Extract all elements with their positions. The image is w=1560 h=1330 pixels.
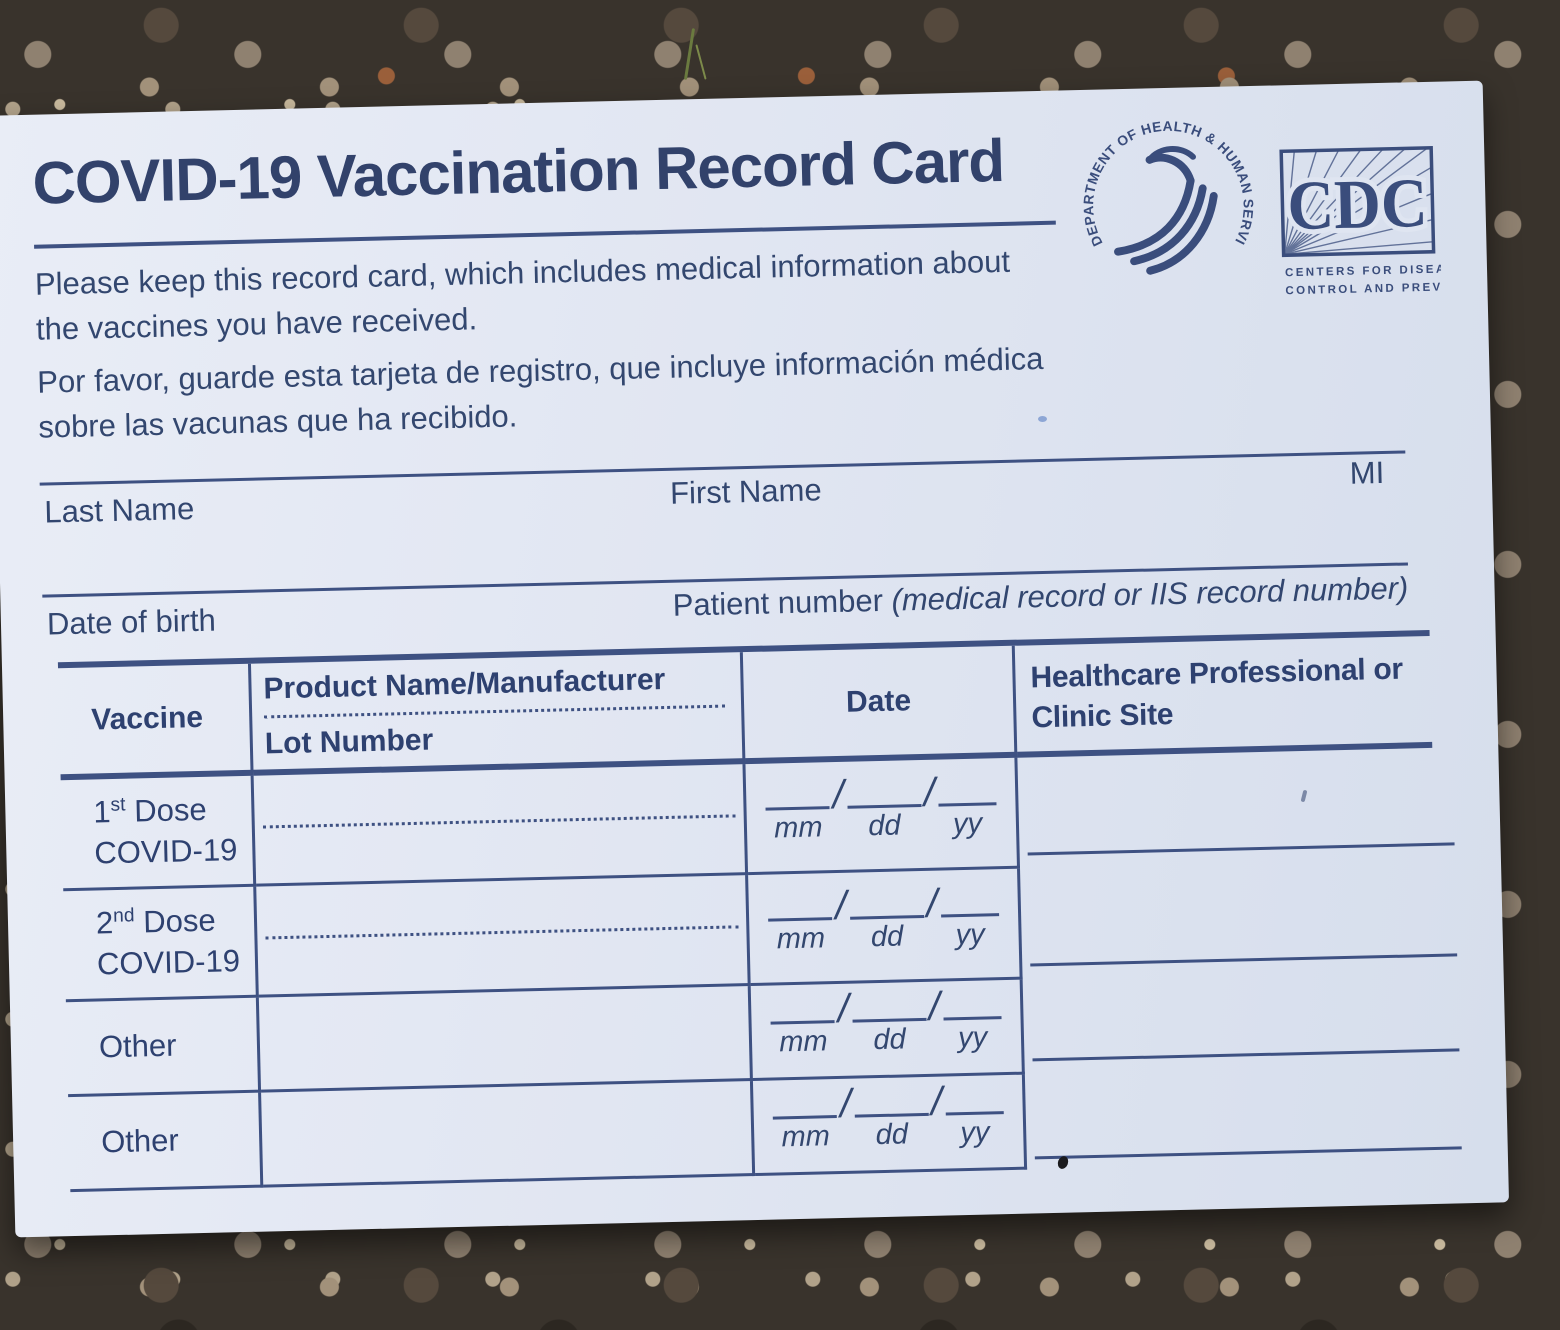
dd-label: dd [872,1022,906,1056]
dose-vaccine-name: COVID-19 [93,832,238,871]
photo-speck [1038,416,1047,422]
header-lot-number: Lot Number [264,722,434,760]
date-cell: mm / dd / yy [748,868,1023,987]
date-cell: mm / dd / yy [752,1074,1028,1176]
date-field: mm / dd / yy [770,984,1002,1059]
yy-label: yy [959,1115,990,1149]
hhs-seal-logo: DEPARTMENT OF HEALTH & HUMAN SERVICES • … [1067,100,1258,275]
last-name-label: Last Name [43,491,195,530]
dd-label: dd [875,1117,909,1151]
date-of-birth-label: Date of birth [46,602,217,642]
first-name-label: First Name [669,472,823,511]
header-product: Product Name/Manufacturer Lot Number [250,652,746,776]
dd-label: dd [867,808,901,842]
hhs-eagle-icon [1114,146,1218,275]
date-cell: mm / dd / yy [745,757,1021,876]
product-dotted-line [265,924,739,940]
date-blank-mm [765,780,830,811]
date-slash: / [832,772,845,817]
dose-number: Other [100,1122,180,1159]
mm-label: mm [773,810,823,844]
header-site: Healthcare Professional or Clinic Site [1014,635,1433,758]
yy-label: yy [952,807,983,840]
dose-number: 1 [93,794,112,830]
middle-initial-label: MI [1349,454,1385,491]
site-cell [1020,859,1458,980]
patient-number-hint: (medical record or IIS record number) [891,570,1409,618]
patient-number-text: Patient number [672,582,892,623]
date-blank-dd [851,992,927,1023]
mm-label: mm [781,1119,831,1153]
dose-ordinal: nd [112,905,135,927]
date-slash: / [925,881,938,926]
date-blank-yy [942,990,1002,1021]
dose-number: 2 [95,905,114,941]
mm-label: mm [776,921,826,955]
date-slash: / [928,984,941,1029]
date-slash: / [834,883,847,928]
product-dotted-line [262,814,736,829]
yy-label: yy [955,918,986,951]
vaccine-cell: 1st Dose COVID-19 [60,775,257,892]
date-blank-dd [848,889,924,920]
date-cell: mm / dd / yy [750,979,1025,1082]
cdc-acronym: CDC [1287,165,1429,245]
site-signature-line [1027,842,1455,856]
product-cell [256,875,751,998]
date-blank-dd [853,1087,929,1118]
product-cell [253,764,749,887]
date-slash: / [923,770,936,815]
dose-number: Other [98,1027,177,1064]
card-title: COVID-19 Vaccination Record Card [31,126,1005,217]
date-field: mm / dd / yy [765,770,997,845]
vaccine-cell: 2nd Dose COVID-19 [63,886,259,1003]
dose-ordinal: st [110,794,126,816]
date-blank-yy [937,776,997,807]
cdc-box [1279,145,1436,258]
header-product-name: Product Name/Manufacturer [263,662,666,705]
vaccine-cell: Other [68,1092,264,1193]
date-blank-mm [767,891,833,922]
header-dotted-divider [264,704,726,718]
date-blank-dd [846,778,922,809]
date-slash: / [930,1079,943,1124]
note-english: Please keep this record card, which incl… [34,243,1011,347]
note-spanish: Por favor, guarde esta tarjeta de regist… [36,340,1044,445]
date-slash: / [839,1081,852,1126]
site-cell [1025,1065,1462,1170]
date-blank-yy [940,887,999,918]
vaccination-record-card: COVID-19 Vaccination Record Card Please … [0,80,1510,1238]
cdc-caption-line1: CENTERS FOR DISEASE [1285,263,1442,279]
site-cell [1023,970,1460,1075]
dd-label: dd [870,919,904,953]
header-date: Date [742,645,1018,765]
product-cell [258,986,753,1093]
grass-sprig [695,44,707,80]
date-field: mm / dd / yy [767,881,1000,956]
site-signature-line [1032,1048,1460,1062]
dose-word: Dose [134,902,217,940]
site-signature-line [1034,1146,1462,1160]
site-cell [1017,748,1455,869]
date-blank-mm [770,994,835,1025]
dose-word: Dose [125,791,207,829]
site-signature-line [1030,953,1458,967]
date-blank-yy [944,1085,1004,1115]
header-vaccine: Vaccine [58,663,254,781]
vaccine-cell: Other [65,997,262,1098]
vaccination-table: Vaccine Product Name/Manufacturer Lot Nu… [57,629,1462,1193]
mm-label: mm [778,1024,828,1058]
date-slash: / [837,986,850,1031]
date-blank-mm [772,1089,838,1120]
cdc-caption-line2: CONTROL AND PREVENTION [1285,280,1442,297]
cdc-logo: CDC CENTERS FOR DISEASE CONTROL AND PREV… [1279,145,1442,297]
dose-vaccine-name: COVID-19 [96,943,241,982]
grass-sprig [683,28,696,80]
date-field: mm / dd / yy [772,1079,1005,1154]
product-cell [261,1081,756,1188]
yy-label: yy [957,1020,988,1054]
cdc-rays [1283,148,1433,255]
